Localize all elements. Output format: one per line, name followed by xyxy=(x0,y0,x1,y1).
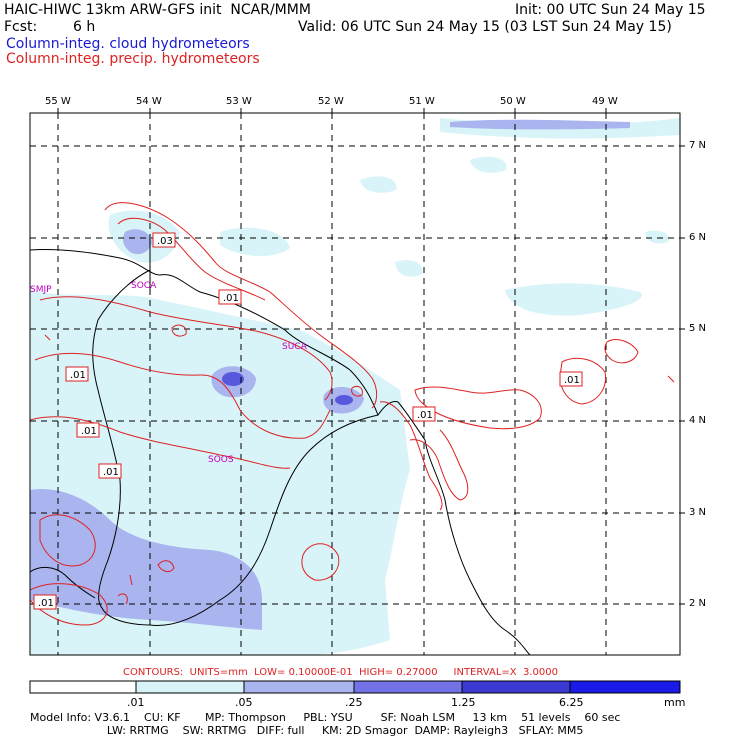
colorbar-tick: .25 xyxy=(345,696,363,709)
contour-label: .01 xyxy=(81,426,97,437)
contour-label: .01 xyxy=(38,598,54,609)
map-ticks xyxy=(57,108,685,605)
precip-contours xyxy=(30,202,675,626)
legend-cloud-hydrometeors: Column-integ. cloud hydrometeors xyxy=(6,36,250,52)
init-time: Init: 00 UTC Sun 24 May 15 xyxy=(515,2,706,18)
lat-lon-grid xyxy=(30,113,680,655)
colorbar xyxy=(29,680,681,694)
contour-label: .01 xyxy=(564,375,580,386)
lat-label-5n: 5 N xyxy=(689,323,707,334)
colorbar-bin xyxy=(461,680,571,694)
lon-label-52w: 52 W xyxy=(318,96,344,107)
contour-label: .01 xyxy=(223,293,239,304)
colorbar-bin xyxy=(243,680,355,694)
lon-label-54w: 54 W xyxy=(136,96,162,107)
contours-info: CONTOURS: UNITS=mm LOW= 0.10000E-01 HIGH… xyxy=(123,667,558,678)
contour-label: .03 xyxy=(157,236,173,247)
station-soos: SOOS xyxy=(208,455,234,465)
colorbar-unit: mm xyxy=(664,696,686,709)
cloud-shading-dark xyxy=(222,372,353,405)
lon-label-50w: 50 W xyxy=(500,96,526,107)
legend-precip-hydrometeors: Column-integ. precip. hydrometeors xyxy=(6,51,260,67)
lat-label-7n: 7 N xyxy=(689,140,707,151)
cloud-shading-medium xyxy=(30,119,630,630)
colorbar-bin xyxy=(29,680,137,694)
valid-time: Valid: 06 UTC Sun 24 May 15 (03 LST Sun … xyxy=(298,19,672,35)
contour-label: .01 xyxy=(417,410,433,421)
forecast-hour: 6 h xyxy=(73,19,96,35)
station-soca: SOCA xyxy=(131,281,157,291)
contour-label: .01 xyxy=(103,467,119,478)
coastline xyxy=(30,238,531,655)
forecast-label: Fcst: xyxy=(4,19,38,35)
model-info-line2: LW: RRTMG SW: RRTMG DIFF: full KM: 2D Sm… xyxy=(30,724,584,737)
lon-label-55w: 55 W xyxy=(45,96,71,107)
contour-label: .01 xyxy=(70,370,86,381)
map-frame xyxy=(29,112,681,656)
station-smjp: SMJP xyxy=(30,285,52,295)
lon-label-53w: 53 W xyxy=(226,96,252,107)
lon-label-49w: 49 W xyxy=(592,96,618,107)
lat-label-3n: 3 N xyxy=(689,507,707,518)
lat-label-4n: 4 N xyxy=(689,415,707,426)
station-suca: SUCA xyxy=(282,342,308,352)
lat-label-2n: 2 N xyxy=(689,598,707,609)
colorbar-tick: 1.25 xyxy=(451,696,476,709)
colorbar-tick: .05 xyxy=(235,696,253,709)
lat-label-6n: 6 N xyxy=(689,232,707,243)
lon-label-51w: 51 W xyxy=(409,96,435,107)
colorbar-bin xyxy=(353,680,463,694)
colorbar-tick: .01 xyxy=(127,696,145,709)
run-title: HAIC-HIWC 13km ARW-GFS init NCAR/MMM xyxy=(4,2,311,18)
colorbar-bin xyxy=(569,680,681,694)
colorbar-tick: 6.25 xyxy=(559,696,584,709)
colorbar-bin xyxy=(135,680,245,694)
model-info-line1: Model Info: V3.6.1 CU: KF MP: Thompson P… xyxy=(30,711,621,724)
